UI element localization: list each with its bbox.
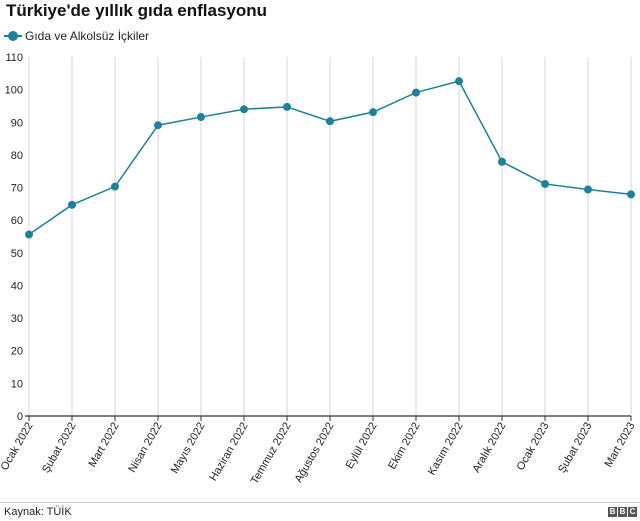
data-point <box>111 182 119 191</box>
y-tick-label: 80 <box>11 150 23 162</box>
x-tick-label: Temmuz 2022 <box>249 421 294 487</box>
source-note: Kaynak: TÜİK <box>4 506 72 518</box>
logo-letter: B <box>618 507 627 517</box>
data-point <box>584 185 592 194</box>
y-tick-label: 50 <box>11 248 23 260</box>
y-tick-label: 100 <box>5 85 23 97</box>
y-tick-label: 20 <box>11 346 23 358</box>
legend: Gıda ve Alkolsüz İçkiler <box>4 29 149 43</box>
x-tick-label: Mayıs 2022 <box>169 421 208 476</box>
data-point <box>240 105 248 114</box>
x-tick-label: Ocak 2023 <box>515 421 552 473</box>
data-point <box>627 190 635 199</box>
x-tick-label: Mart 2023 <box>602 421 637 470</box>
x-tick-label: Kasım 2022 <box>426 421 466 478</box>
logo-letter: B <box>608 507 617 517</box>
x-tick-label: Şubat 2023 <box>556 421 595 476</box>
y-tick-label: 0 <box>17 411 23 423</box>
chart-title: Türkiye'de yıllık gıda enflasyonu <box>6 1 268 20</box>
data-point <box>68 200 76 209</box>
data-point <box>541 179 549 188</box>
legend-marker-icon <box>4 29 22 43</box>
x-tick-label: Nisan 2022 <box>126 421 164 475</box>
data-point <box>25 230 33 239</box>
y-tick-label: 60 <box>11 215 23 227</box>
y-tick-label: 110 <box>5 52 23 64</box>
data-point <box>283 102 291 111</box>
x-tick-label: Mart 2022 <box>86 421 121 470</box>
data-point <box>326 117 334 126</box>
data-point <box>498 157 506 166</box>
x-tick-label: Haziran 2022 <box>207 421 250 484</box>
x-tick-label: Ocak 2022 <box>0 421 36 473</box>
y-tick-label: 70 <box>11 183 23 195</box>
x-tick-label: Aralık 2022 <box>470 421 508 475</box>
x-tick-label: Şubat 2022 <box>40 421 79 476</box>
footer-divider <box>0 502 640 503</box>
y-tick-label: 90 <box>11 117 23 129</box>
y-tick-label: 10 <box>11 378 23 390</box>
x-tick-label: Ekim 2022 <box>386 421 422 472</box>
data-point <box>412 88 420 97</box>
data-point <box>154 121 162 130</box>
x-tick-label: Ağustos 2022 <box>293 421 337 485</box>
bbc-logo: B B C <box>608 507 637 517</box>
logo-letter: C <box>628 507 637 517</box>
data-point <box>369 108 377 117</box>
x-tick-label: Eylül 2022 <box>344 421 380 471</box>
data-point <box>197 113 205 122</box>
legend-label: Gıda ve Alkolsüz İçkiler <box>25 29 150 43</box>
y-tick-label: 30 <box>11 313 23 325</box>
y-tick-label: 40 <box>11 280 23 292</box>
data-point <box>455 77 463 86</box>
